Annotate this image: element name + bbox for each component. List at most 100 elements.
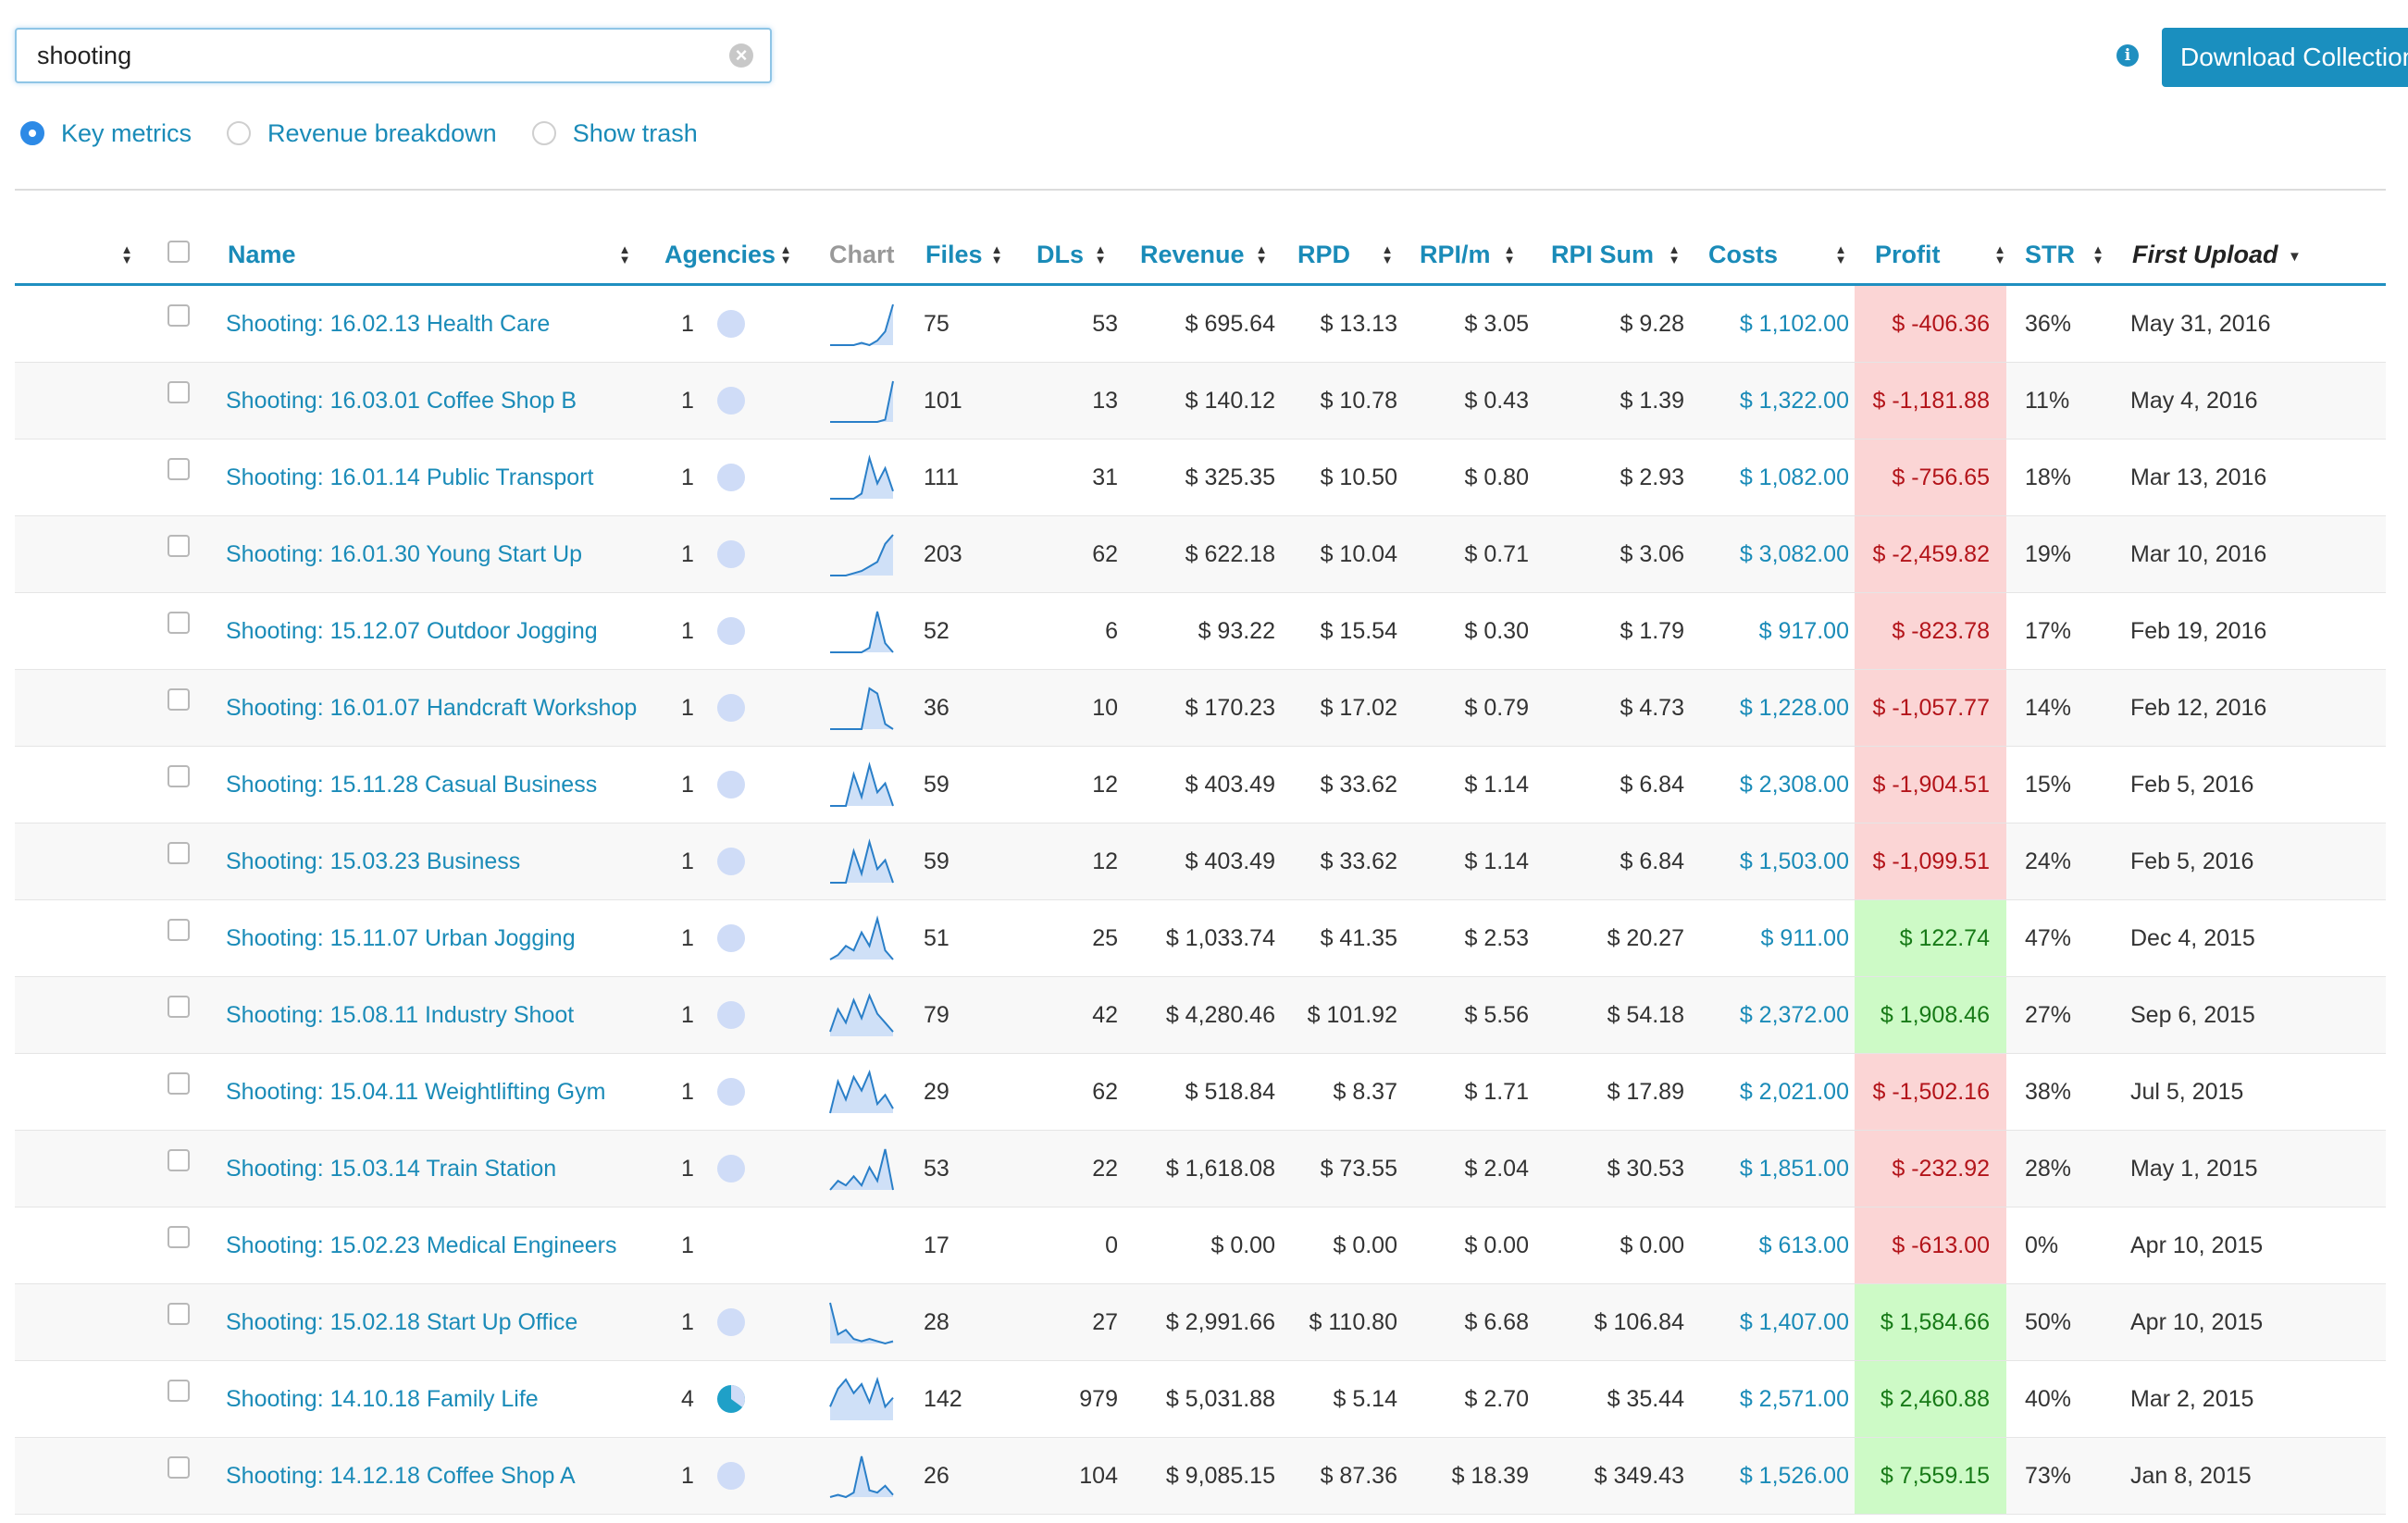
row-checkbox[interactable] xyxy=(168,304,190,327)
sort-icon[interactable]: ▲ ▼ xyxy=(618,242,631,266)
table-row[interactable]: Shooting: 16.01.30 Young Start Up 1 203 62 $… xyxy=(15,516,2386,593)
option-revenue-breakdown[interactable]: Revenue breakdown xyxy=(227,119,497,148)
agency-pie-icon[interactable] xyxy=(716,923,746,953)
collection-name-link[interactable]: Shooting: 15.03.14 Train Station xyxy=(226,1156,557,1182)
col-name[interactable]: Name xyxy=(228,241,296,268)
collection-name-link[interactable]: Shooting: 16.01.30 Young Start Up xyxy=(226,541,583,567)
sort-icon[interactable]: ▲ ▼ xyxy=(1381,242,1394,266)
agency-pie-icon[interactable] xyxy=(716,309,746,339)
collection-name-link[interactable]: Shooting: 15.02.18 Start Up Office xyxy=(226,1309,578,1335)
collection-name-link[interactable]: Shooting: 15.02.23 Medical Engineers xyxy=(226,1232,617,1258)
col-str[interactable]: STR xyxy=(2025,241,2075,268)
table-row[interactable]: Shooting: 14.12.18 Coffee Shop A 1 26 104 $ … xyxy=(15,1438,2386,1515)
radio-revenue-breakdown[interactable] xyxy=(227,121,252,145)
cell-costs[interactable]: $ 2,308.00 xyxy=(1739,772,1849,798)
select-all-checkbox[interactable] xyxy=(168,241,190,263)
cell-costs[interactable]: $ 1,322.00 xyxy=(1739,388,1849,414)
col-files[interactable]: Files xyxy=(925,241,983,268)
download-collection-button[interactable]: Download Collection xyxy=(2162,28,2408,87)
sort-icon[interactable]: ▲ ▼ xyxy=(990,242,1003,266)
row-checkbox[interactable] xyxy=(168,1456,190,1479)
cell-costs[interactable]: $ 1,102.00 xyxy=(1739,311,1849,337)
option-show-trash[interactable]: Show trash xyxy=(531,119,698,148)
col-revenue[interactable]: Revenue xyxy=(1140,241,1245,268)
row-checkbox[interactable] xyxy=(168,842,190,864)
collection-name-link[interactable]: Shooting: 15.12.07 Outdoor Jogging xyxy=(226,618,598,644)
table-row[interactable]: Shooting: 15.02.18 Start Up Office 1 28 27 $… xyxy=(15,1284,2386,1361)
agency-pie-icon[interactable] xyxy=(716,386,746,415)
sort-icon[interactable]: ▲ ▼ xyxy=(120,242,133,266)
sort-desc-icon[interactable]: ▼ xyxy=(2288,249,2302,265)
table-row[interactable]: Shooting: 14.10.18 Family Life 4 142 979 $ 5… xyxy=(15,1361,2386,1438)
agency-pie-icon[interactable] xyxy=(716,539,746,569)
info-icon[interactable]: i xyxy=(2116,44,2139,67)
radio-key-metrics[interactable] xyxy=(20,121,44,145)
table-row[interactable]: Shooting: 15.11.28 Casual Business 1 59 12 $… xyxy=(15,747,2386,823)
search-input[interactable] xyxy=(37,37,722,74)
search-box[interactable]: × xyxy=(15,28,772,83)
sort-icon[interactable]: ▲ ▼ xyxy=(2091,242,2104,266)
table-row[interactable]: Shooting: 16.03.01 Coffee Shop B 1 101 13 $ … xyxy=(15,363,2386,440)
sort-icon[interactable]: ▲ ▼ xyxy=(1834,242,1847,266)
agency-pie-icon[interactable] xyxy=(716,1154,746,1183)
row-checkbox[interactable] xyxy=(168,458,190,480)
sort-icon[interactable]: ▲ ▼ xyxy=(1993,242,2006,266)
clear-search-icon[interactable]: × xyxy=(729,43,753,68)
table-row[interactable]: Shooting: 15.04.11 Weightlifting Gym 1 29 6… xyxy=(15,1054,2386,1131)
cell-costs[interactable]: $ 2,021.00 xyxy=(1739,1079,1849,1105)
cell-costs[interactable]: $ 3,082.00 xyxy=(1739,541,1849,567)
col-costs[interactable]: Costs xyxy=(1708,241,1779,268)
row-checkbox[interactable] xyxy=(168,1380,190,1402)
collection-name-link[interactable]: Shooting: 16.01.14 Public Transport xyxy=(226,464,594,490)
table-row[interactable]: Shooting: 15.08.11 Industry Shoot 1 79 42 $ … xyxy=(15,977,2386,1054)
row-checkbox[interactable] xyxy=(168,381,190,403)
table-row[interactable]: Shooting: 16.02.13 Health Care 1 75 53 $ 695… xyxy=(15,286,2386,363)
row-checkbox[interactable] xyxy=(168,1072,190,1095)
agency-pie-icon[interactable] xyxy=(716,1307,746,1337)
table-row[interactable]: Shooting: 15.12.07 Outdoor Jogging 1 52 6 $ … xyxy=(15,593,2386,670)
agency-pie-icon[interactable] xyxy=(716,463,746,492)
collection-name-link[interactable]: Shooting: 16.02.13 Health Care xyxy=(226,311,551,337)
table-row[interactable]: Shooting: 16.01.07 Handcraft Workshop 1 36… xyxy=(15,670,2386,747)
row-checkbox[interactable] xyxy=(168,919,190,941)
collection-name-link[interactable]: Shooting: 14.10.18 Family Life xyxy=(226,1386,539,1412)
col-rpd[interactable]: RPD xyxy=(1297,241,1351,268)
col-profit[interactable]: Profit xyxy=(1875,241,1941,268)
sort-icon[interactable]: ▲ ▼ xyxy=(1503,242,1516,266)
agency-pie-icon[interactable] xyxy=(716,1077,746,1107)
sort-icon[interactable]: ▲ ▼ xyxy=(1255,242,1268,266)
row-checkbox[interactable] xyxy=(168,1149,190,1171)
col-agencies[interactable]: Agencies xyxy=(664,241,776,268)
agency-pie-icon[interactable] xyxy=(716,770,746,799)
collection-name-link[interactable]: Shooting: 15.11.28 Casual Business xyxy=(226,772,598,798)
collection-name-link[interactable]: Shooting: 15.04.11 Weightlifting Gym xyxy=(226,1079,606,1105)
table-row[interactable]: Shooting: 16.01.14 Public Transport 1 111 3… xyxy=(15,440,2386,516)
table-row[interactable]: Shooting: 15.02.23 Medical Engineers 1 17 0… xyxy=(15,1207,2386,1284)
cell-costs[interactable]: $ 2,571.00 xyxy=(1739,1386,1849,1412)
row-checkbox[interactable] xyxy=(168,996,190,1018)
cell-costs[interactable]: $ 911.00 xyxy=(1760,925,1849,951)
cell-costs[interactable]: $ 1,503.00 xyxy=(1739,848,1849,874)
collection-name-link[interactable]: Shooting: 15.11.07 Urban Jogging xyxy=(226,925,576,951)
row-checkbox[interactable] xyxy=(168,535,190,557)
agency-pie-icon[interactable] xyxy=(716,1000,746,1030)
row-checkbox[interactable] xyxy=(168,688,190,711)
option-key-metrics[interactable]: Key metrics xyxy=(20,119,192,148)
col-dls[interactable]: DLs xyxy=(1036,241,1085,268)
collection-name-link[interactable]: Shooting: 15.03.23 Business xyxy=(226,848,521,874)
agency-pie-icon[interactable] xyxy=(716,693,746,723)
row-checkbox[interactable] xyxy=(168,765,190,787)
cell-costs[interactable]: $ 917.00 xyxy=(1758,618,1849,644)
collection-name-link[interactable]: Shooting: 16.03.01 Coffee Shop B xyxy=(226,388,577,414)
agency-pie-icon[interactable] xyxy=(716,1461,746,1491)
row-checkbox[interactable] xyxy=(168,612,190,634)
cell-costs[interactable]: $ 2,372.00 xyxy=(1739,1002,1849,1028)
cell-costs[interactable]: $ 1,082.00 xyxy=(1739,464,1849,490)
cell-costs[interactable]: $ 1,407.00 xyxy=(1739,1309,1849,1335)
agency-pie-icon[interactable] xyxy=(716,616,746,646)
cell-costs[interactable]: $ 1,228.00 xyxy=(1739,695,1849,721)
col-first-upload[interactable]: First Upload xyxy=(2132,241,2278,268)
sort-icon[interactable]: ▲ ▼ xyxy=(779,242,792,266)
radio-show-trash[interactable] xyxy=(531,121,556,145)
table-row[interactable]: Shooting: 15.11.07 Urban Jogging 1 51 25 $ 1… xyxy=(15,900,2386,977)
